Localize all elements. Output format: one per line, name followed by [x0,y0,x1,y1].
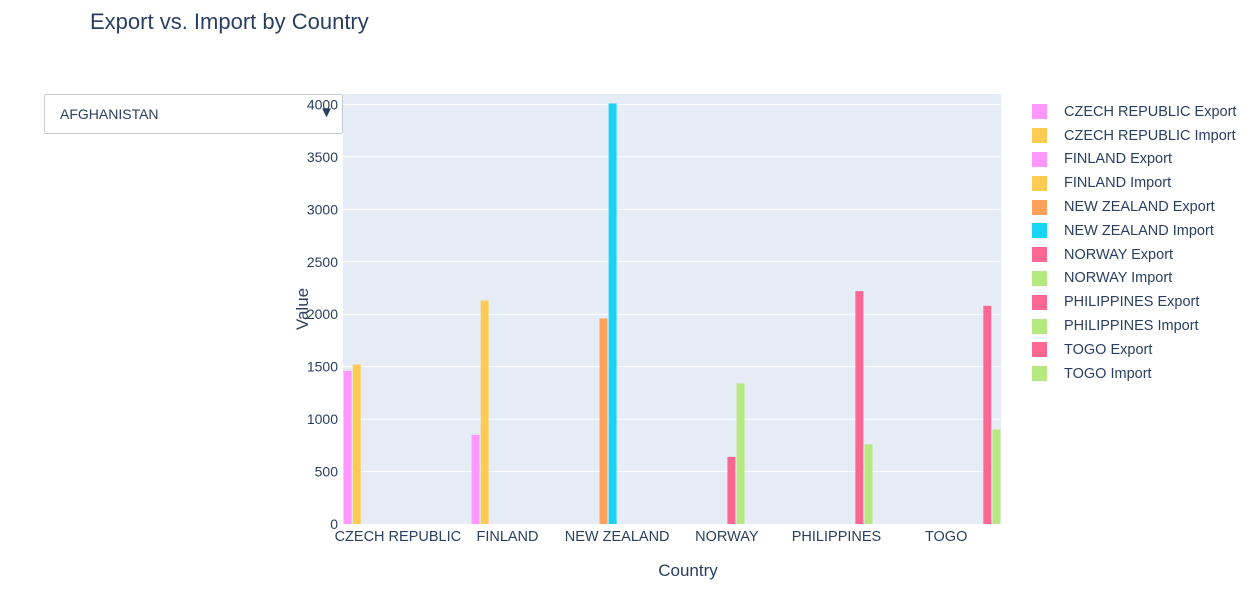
gridlines [343,103,1001,473]
legend-swatch [1032,342,1047,358]
y-tick-label: 1500 [307,359,338,375]
y-tick-label: 2000 [307,306,338,322]
legend-item[interactable]: FINLAND Import [1028,171,1236,195]
bar[interactable]: PHILIPPINES Export: 2220 [855,291,864,524]
legend-label: PHILIPPINES Export [1064,294,1200,311]
legend-label: NORWAY Export [1064,246,1174,263]
legend-label: NORWAY Import [1064,270,1173,287]
bar[interactable]: NORWAY Import: 1340 [736,383,745,524]
y-tick-label: 1000 [307,411,338,427]
y-tick-label: 0 [330,516,338,532]
legend-swatch [1032,270,1047,286]
x-tick-label: TOGO [925,529,967,545]
y-tick-label: 2500 [307,254,338,270]
bar[interactable]: FINLAND Export: 850 [471,434,480,524]
legend-item[interactable]: PHILIPPINES Export [1028,290,1236,314]
legend-item[interactable]: NORWAY Import [1028,267,1236,291]
legend-swatch [1032,151,1047,167]
bars: CZECH REPUBLIC Export: 1460CZECH REPUBLI… [343,103,1001,524]
country-dropdown[interactable]: AFGHANISTAN ▼ [44,94,343,134]
bar[interactable]: TOGO Import: 900 [992,429,1001,524]
legend-label: FINLAND Export [1064,151,1172,168]
legend-swatch [1032,104,1047,120]
plot-background [343,94,1001,524]
y-tick-label: 500 [315,464,339,480]
legend-label: NEW ZEALAND Export [1064,199,1215,216]
x-axis-title: Country [658,561,718,580]
legend-label: CZECH REPUBLIC Import [1064,127,1236,144]
x-tick-label: NEW ZEALAND [565,529,670,545]
legend-label: NEW ZEALAND Import [1064,222,1214,239]
legend-item[interactable]: CZECH REPUBLIC Export [1028,100,1236,124]
legend-item[interactable]: PHILIPPINES Import [1028,314,1236,338]
y-tick-label: 3500 [307,149,338,165]
chart-title: Export vs. Import by Country [90,9,369,34]
legend-swatch [1032,128,1047,144]
legend-swatch [1032,223,1047,239]
legend-swatch [1032,247,1047,263]
bar[interactable]: NORWAY Export: 640 [727,456,736,524]
legend-label: FINLAND Import [1064,175,1172,192]
legend-item[interactable]: NORWAY Export [1028,243,1236,267]
bar[interactable]: PHILIPPINES Import: 760 [864,444,873,524]
bar[interactable]: NEW ZEALAND Import: 4010 [608,103,617,524]
legend-swatch [1032,199,1047,215]
legend-label: TOGO Export [1064,341,1153,358]
bar[interactable]: TOGO Export: 2080 [983,305,992,524]
x-tick-label: FINLAND [476,529,538,545]
legend-label: PHILIPPINES Import [1064,318,1199,335]
legend-item[interactable]: TOGO Export [1028,338,1236,362]
legend: CZECH REPUBLIC Export CZECH REPUBLIC Impo… [1028,100,1236,386]
legend-label: TOGO Import [1064,365,1152,382]
dropdown-selected-value: AFGHANISTAN [60,106,159,122]
x-tick-label: CZECH REPUBLIC [335,529,462,545]
triangle-down-icon[interactable]: ▼ [319,104,334,121]
x-axis-ticks: CZECH REPUBLIC FINLAND NEW ZEALAND NORWAY PH… [335,529,968,545]
legend-swatch [1032,294,1047,310]
legend-swatch [1032,318,1047,334]
legend-label: CZECH REPUBLIC Export [1064,103,1237,120]
legend-item[interactable]: CZECH REPUBLIC Import [1028,124,1236,148]
x-tick-label: NORWAY [695,529,759,545]
legend-item[interactable]: FINLAND Export [1028,148,1236,172]
x-tick-label: PHILIPPINES [792,529,881,545]
legend-item[interactable]: NEW ZEALAND Import [1028,219,1236,243]
bar[interactable]: FINLAND Import: 2130 [480,300,489,524]
legend-swatch [1032,366,1047,382]
y-tick-label: 3000 [307,201,338,217]
bar[interactable]: CZECH REPUBLIC Import: 1520 [352,364,361,524]
legend-swatch [1032,175,1047,191]
legend-item[interactable]: TOGO Import [1028,362,1236,386]
bar[interactable]: CZECH REPUBLIC Export: 1460 [343,370,352,524]
bar[interactable]: NEW ZEALAND Export: 1960 [599,318,608,524]
y-axis-title: Value [293,288,312,330]
legend-item[interactable]: NEW ZEALAND Export [1028,195,1236,219]
